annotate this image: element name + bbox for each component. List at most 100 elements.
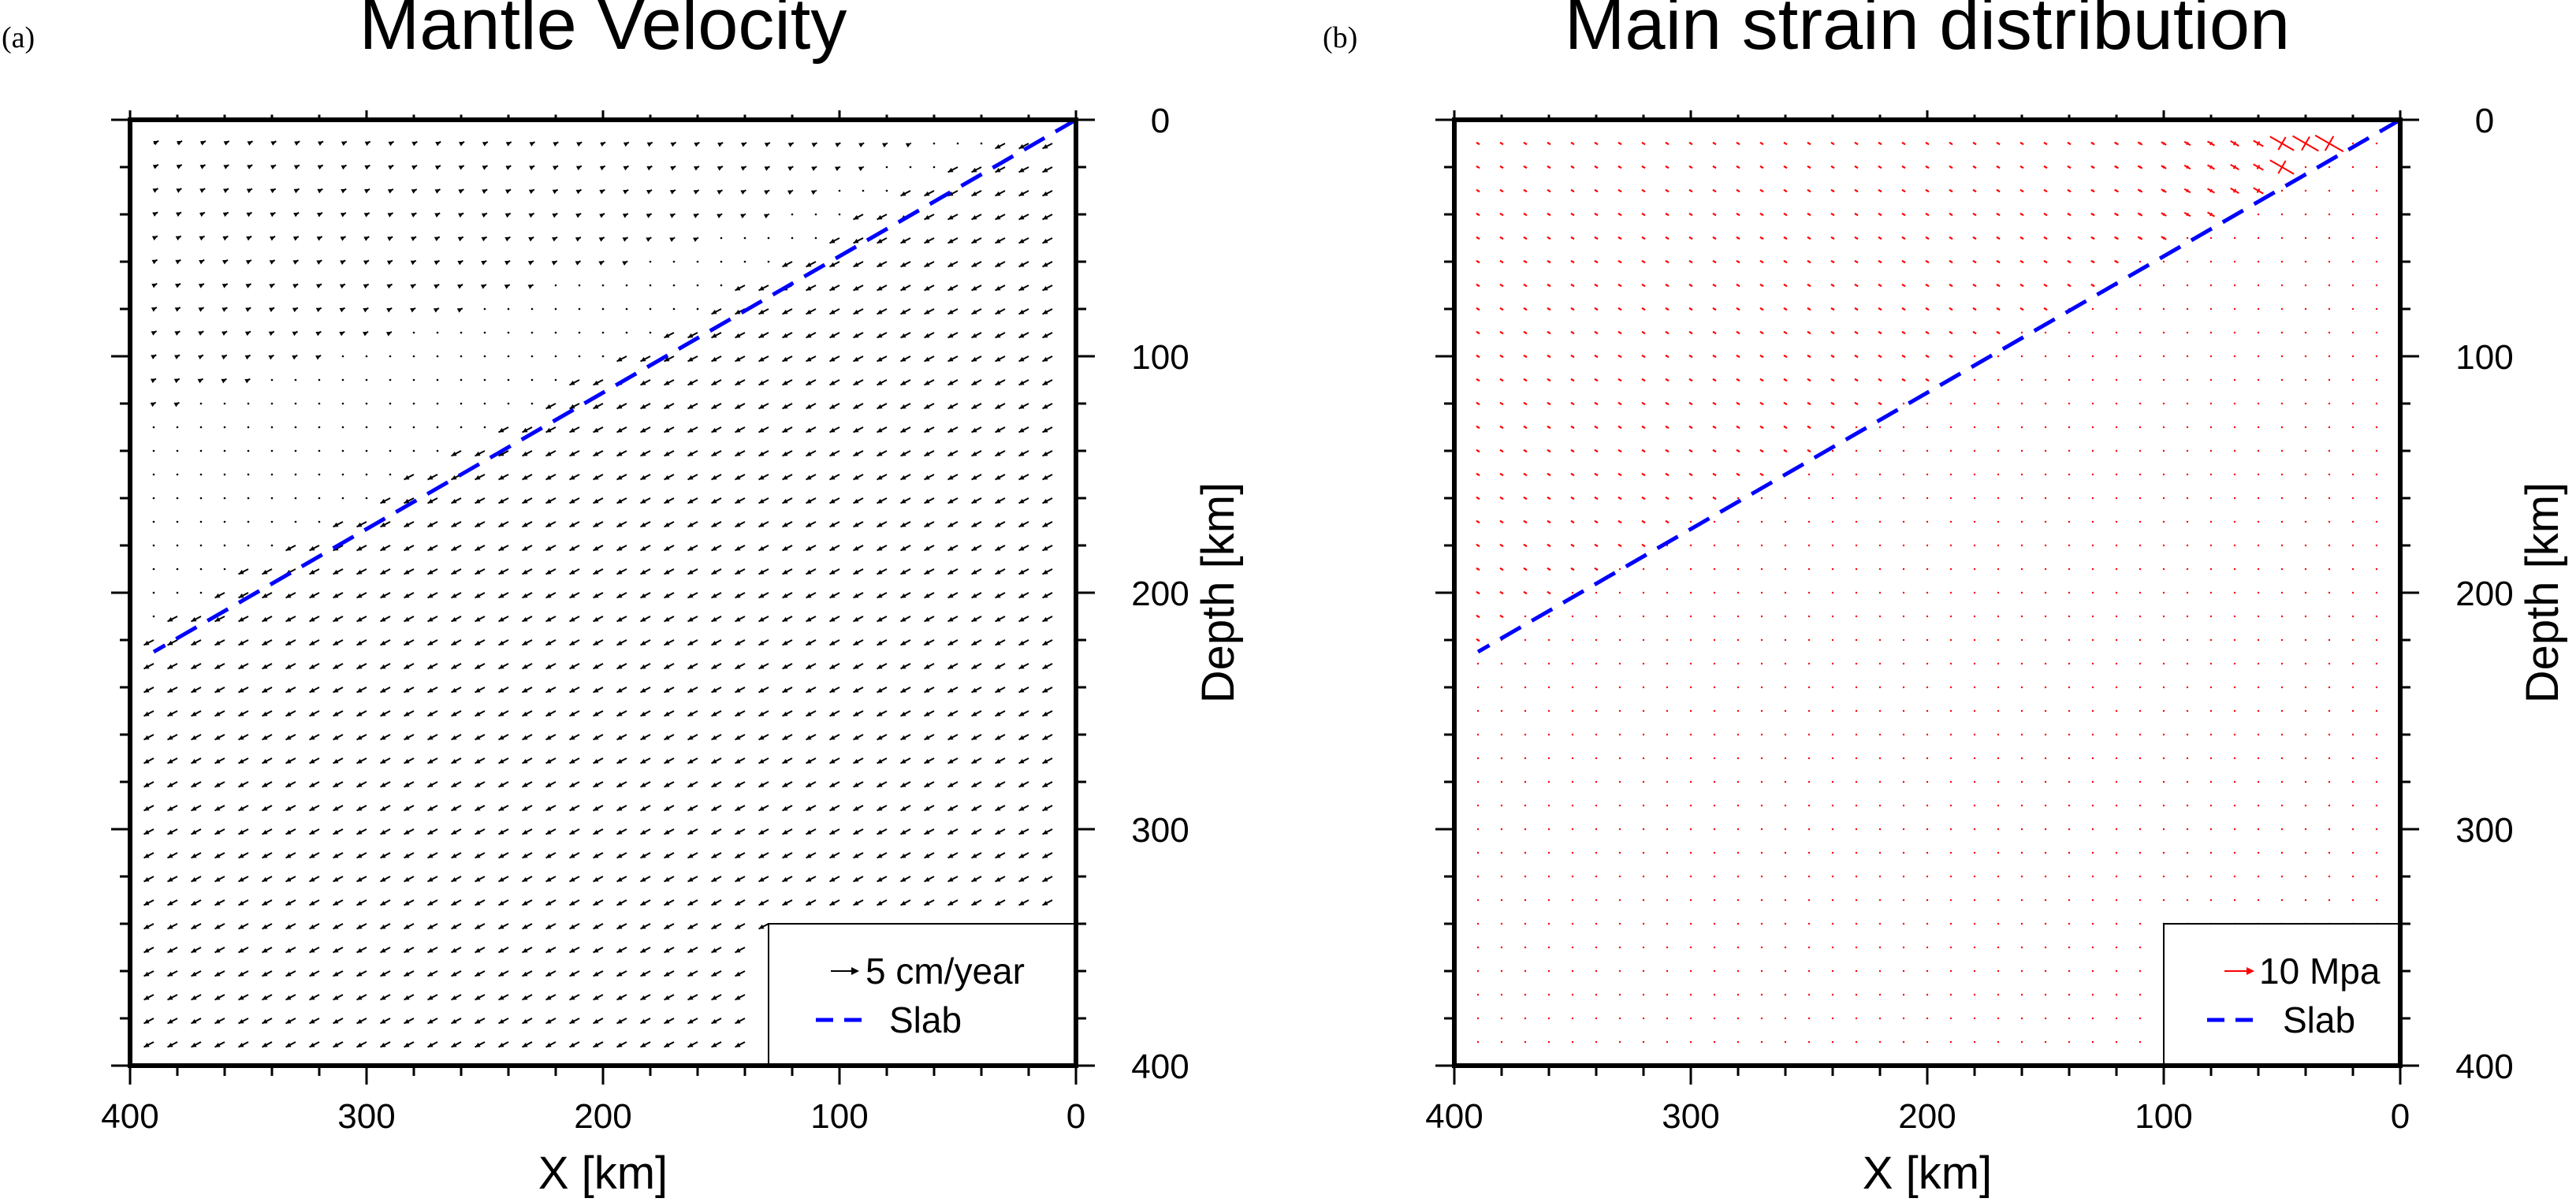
strain-point <box>1878 662 1882 665</box>
x-axis-label-a: X [km] <box>538 1148 668 1199</box>
velocity-vector <box>356 994 367 1001</box>
velocity-point <box>649 331 652 334</box>
strain-point <box>1571 733 1574 736</box>
strain-point <box>2186 686 2189 689</box>
velocity-vector <box>434 212 441 218</box>
strain-point <box>1713 757 1716 760</box>
velocity-vector <box>593 852 604 859</box>
strain-cross <box>1901 354 1906 359</box>
velocity-vector <box>262 1018 273 1025</box>
velocity-vector <box>191 734 202 741</box>
velocity-vector <box>498 639 509 646</box>
strain-point <box>2351 331 2355 334</box>
velocity-vector <box>388 164 394 170</box>
strain-cross <box>1736 307 1740 311</box>
velocity-vector <box>404 923 415 930</box>
velocity-vector <box>285 970 296 977</box>
velocity-vector <box>971 639 982 646</box>
velocity-vector <box>995 474 1006 481</box>
velocity-vector <box>853 639 864 646</box>
velocity-vector <box>947 828 959 835</box>
strain-point <box>2044 355 2047 358</box>
strain-cross <box>1972 212 1977 217</box>
strain-cross <box>1972 188 1977 193</box>
strain-point <box>2280 638 2284 642</box>
strain-point <box>1642 946 1645 949</box>
strain-cross <box>2090 236 2095 240</box>
velocity-vector <box>1018 568 1029 575</box>
velocity-vector <box>1042 876 1053 883</box>
strain-cross <box>2230 164 2239 170</box>
velocity-vector <box>270 211 276 218</box>
velocity-vector <box>853 592 864 599</box>
velocity-vector <box>333 899 344 906</box>
velocity-vector <box>877 214 888 221</box>
velocity-vector <box>309 639 320 646</box>
strain-point <box>1642 922 1645 925</box>
velocity-vector <box>175 283 181 288</box>
velocity-vector <box>475 450 486 457</box>
velocity-vector <box>924 663 935 670</box>
velocity-vector <box>238 876 249 883</box>
velocity-vector <box>356 545 367 552</box>
strain-point <box>1547 946 1550 949</box>
panel-mantle-velocity: (a) Mantle Velocity 5 cm/year Slab 400 3… <box>2 0 1244 1199</box>
strain-point <box>2209 804 2213 807</box>
strain-cross <box>1807 283 1811 288</box>
velocity-vector <box>1042 214 1053 221</box>
velocity-vector <box>900 379 911 386</box>
strain-cross <box>1523 496 1528 501</box>
strain-point <box>2280 662 2284 665</box>
velocity-vector <box>191 639 202 646</box>
velocity-vector <box>238 592 249 599</box>
strain-cross <box>1830 354 1835 359</box>
velocity-vector <box>1042 639 1053 646</box>
velocity-vector <box>380 1041 391 1048</box>
velocity-vector <box>285 639 296 646</box>
strain-point <box>2068 520 2071 523</box>
strain-point <box>2304 638 2307 642</box>
velocity-point <box>483 378 486 381</box>
strain-point <box>2304 780 2307 783</box>
velocity-vector <box>427 970 438 977</box>
velocity-vector <box>433 307 440 313</box>
velocity-vector <box>333 1018 344 1025</box>
strain-point <box>1997 520 2000 523</box>
strain-point <box>2139 497 2142 500</box>
strain-cross <box>1901 283 1906 288</box>
strain-point <box>2020 355 2023 358</box>
velocity-vector <box>924 237 935 244</box>
velocity-vector <box>664 852 675 859</box>
x-tick-b-0: 0 <box>2391 1097 2410 1136</box>
velocity-vector <box>1018 403 1029 410</box>
strain-point <box>2139 922 2142 925</box>
velocity-vector <box>167 876 178 883</box>
strain-cross <box>2114 165 2119 169</box>
velocity-point <box>199 568 203 571</box>
strain-point <box>2139 780 2142 783</box>
strain-point <box>2209 662 2213 665</box>
velocity-vector <box>576 141 583 147</box>
strain-cross <box>1570 401 1575 406</box>
strain-point <box>1760 804 1763 807</box>
strain-point <box>1547 804 1550 807</box>
strain-point <box>2186 355 2189 358</box>
velocity-vector <box>315 307 322 313</box>
velocity-vector <box>924 781 935 788</box>
strain-point <box>1784 969 1787 973</box>
velocity-vector <box>197 378 204 384</box>
velocity-point <box>152 449 155 452</box>
strain-point <box>1997 449 2000 452</box>
velocity-vector <box>262 781 273 788</box>
strain-point <box>1476 828 1480 831</box>
velocity-vector <box>569 899 580 906</box>
strain-point <box>1500 757 1503 760</box>
strain-point <box>2091 355 2094 358</box>
strain-point <box>1595 993 1598 996</box>
strain-point <box>2233 426 2236 429</box>
strain-point <box>1524 686 1527 689</box>
strain-point <box>2115 497 2118 500</box>
velocity-vector <box>687 757 698 765</box>
strain-point <box>1476 946 1480 949</box>
velocity-vector <box>806 261 817 268</box>
